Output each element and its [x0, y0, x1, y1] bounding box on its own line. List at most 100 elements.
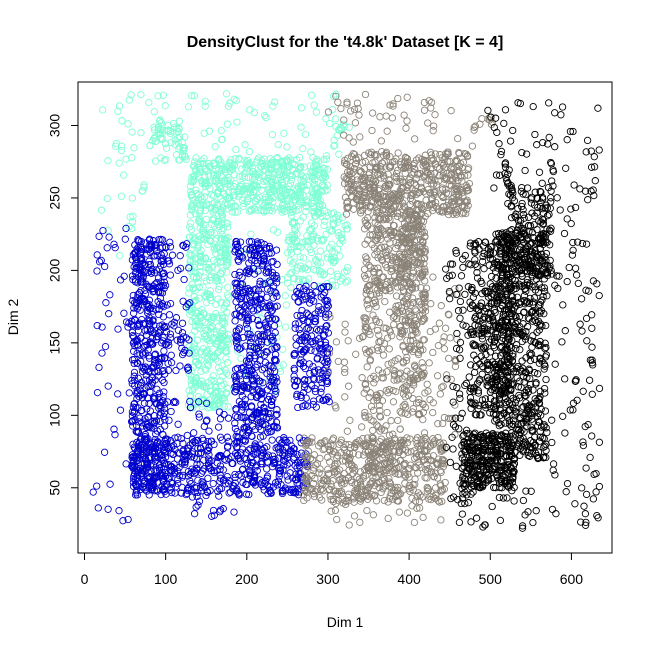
data-point — [112, 139, 121, 148]
data-point — [244, 160, 252, 168]
data-point — [137, 90, 145, 99]
data-point — [286, 201, 294, 209]
data-point — [194, 501, 202, 509]
data-point — [117, 192, 126, 200]
data-point — [175, 156, 183, 164]
data-point — [342, 278, 350, 286]
data-point — [271, 176, 280, 184]
data-point — [328, 240, 336, 248]
data-point — [381, 297, 389, 306]
data-point — [233, 118, 241, 126]
data-point — [324, 208, 332, 217]
data-point — [420, 429, 429, 437]
data-point — [231, 365, 240, 374]
data-point — [307, 168, 315, 176]
data-point — [154, 92, 162, 100]
data-point — [191, 209, 199, 218]
data-point — [224, 233, 232, 242]
data-point — [200, 129, 208, 137]
data-point — [319, 164, 327, 172]
data-point — [297, 184, 306, 193]
data-point — [129, 291, 137, 300]
data-point — [245, 168, 254, 176]
data-point — [318, 268, 326, 276]
data-point — [128, 224, 136, 233]
data-point — [193, 244, 202, 252]
data-point — [287, 211, 296, 220]
data-point — [207, 273, 215, 281]
data-point — [204, 264, 212, 272]
data-point — [336, 239, 344, 248]
data-point — [104, 505, 112, 513]
data-point — [203, 167, 211, 175]
data-point — [408, 502, 416, 510]
data-point — [89, 488, 97, 496]
data-point — [186, 249, 194, 258]
data-point — [312, 108, 321, 116]
data-point — [447, 107, 455, 115]
data-point — [271, 182, 280, 190]
data-point — [341, 221, 349, 230]
data-point — [269, 102, 277, 110]
data-point — [355, 111, 363, 119]
data-point — [192, 322, 200, 330]
data-point — [410, 518, 419, 527]
data-point — [403, 117, 411, 125]
data-point — [200, 333, 209, 341]
data-point — [239, 202, 247, 211]
data-point — [269, 157, 277, 165]
data-point — [210, 313, 218, 321]
data-point — [204, 230, 212, 238]
data-point — [194, 160, 202, 168]
data-point — [241, 141, 249, 149]
data-point — [322, 155, 331, 163]
data-point — [232, 145, 240, 154]
data-point — [223, 359, 232, 367]
data-point — [145, 98, 153, 107]
data-point — [187, 219, 195, 227]
data-point — [176, 362, 184, 370]
data-point — [162, 144, 171, 152]
data-point — [214, 423, 223, 431]
data-point — [182, 155, 190, 163]
data-point — [337, 234, 346, 242]
data-point — [297, 123, 305, 131]
data-point — [199, 224, 208, 233]
data-point — [152, 137, 160, 146]
cluster-1 — [97, 90, 353, 412]
data-point — [291, 324, 299, 332]
data-point — [330, 220, 338, 228]
data-point — [224, 258, 232, 266]
data-point — [212, 244, 221, 252]
data-point — [263, 177, 271, 185]
data-point — [306, 237, 314, 246]
data-point — [258, 186, 266, 194]
data-point — [425, 359, 433, 367]
data-point — [441, 324, 450, 332]
data-point — [267, 158, 276, 167]
data-point — [334, 98, 342, 106]
data-point — [190, 429, 198, 437]
points-layer — [89, 90, 604, 532]
data-point — [304, 197, 312, 205]
cluster-4 — [442, 99, 604, 532]
data-point — [373, 421, 381, 429]
data-point — [429, 348, 437, 357]
data-point — [386, 328, 394, 336]
data-point — [293, 247, 301, 256]
data-point — [211, 143, 219, 151]
data-point — [223, 223, 232, 231]
data-point — [195, 209, 204, 217]
data-point — [167, 407, 175, 416]
data-point — [431, 111, 439, 119]
data-point — [308, 167, 316, 176]
data-point — [328, 281, 337, 289]
data-point — [95, 258, 104, 266]
data-point — [93, 388, 102, 397]
data-point — [326, 267, 335, 275]
data-point — [198, 397, 207, 405]
data-point — [205, 314, 213, 323]
data-point — [130, 144, 138, 152]
data-point — [116, 276, 125, 284]
